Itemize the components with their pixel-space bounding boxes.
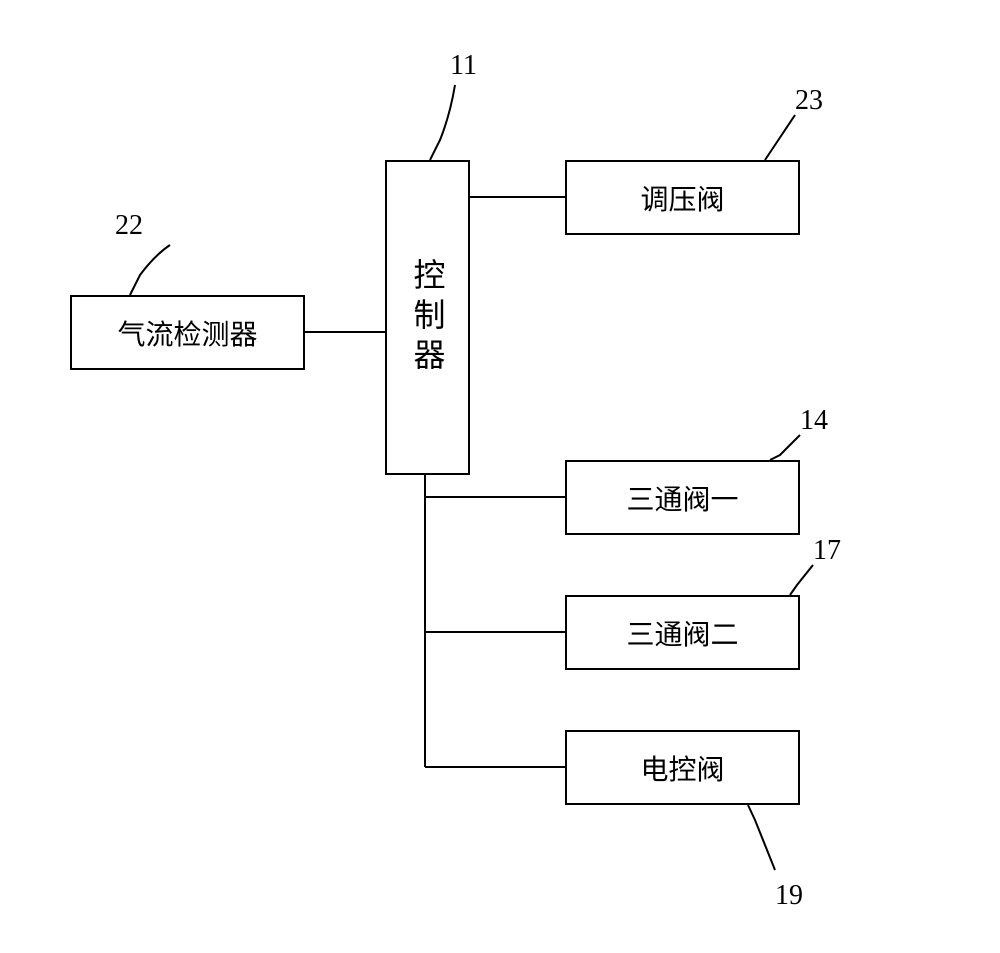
connector-lines	[0, 0, 1000, 953]
electric-valve-label: 电控阀	[640, 748, 724, 788]
airflow-detector-label: 气流检测器	[117, 313, 257, 353]
callout-14: 14	[800, 405, 828, 437]
three-way-1-box: 三通阀一	[565, 460, 800, 535]
callout-23: 23	[795, 85, 823, 117]
callout-22: 22	[115, 210, 143, 242]
callout-11: 11	[450, 50, 477, 82]
three-way-2-box: 三通阀二	[565, 595, 800, 670]
callout-19: 19	[775, 880, 803, 912]
controller-box: 控制器	[385, 160, 470, 475]
pressure-valve-box: 调压阀	[565, 160, 800, 235]
electric-valve-box: 电控阀	[565, 730, 800, 805]
pressure-valve-label: 调压阀	[640, 178, 724, 218]
controller-label: 控制器	[405, 258, 451, 378]
airflow-detector-box: 气流检测器	[70, 295, 305, 370]
three-way-1-label: 三通阀一	[626, 478, 738, 518]
three-way-2-label: 三通阀二	[626, 613, 738, 653]
callout-17: 17	[813, 535, 841, 567]
